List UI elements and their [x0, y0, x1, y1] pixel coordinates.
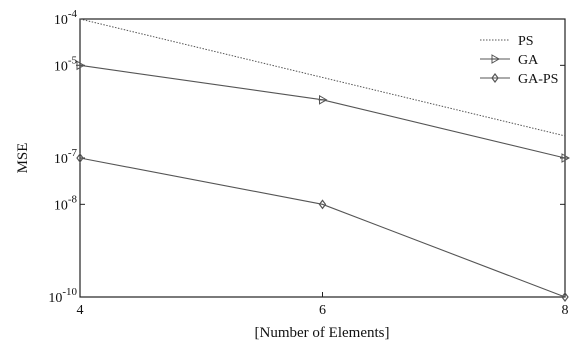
x-tick-label: 8: [562, 303, 569, 318]
x-tick-label: 6: [319, 303, 326, 318]
data-point-marker: [561, 292, 569, 302]
y-tick-label: 10-7: [54, 147, 78, 167]
y-tick-label: 10-5: [54, 54, 78, 74]
data-point-marker: [318, 199, 327, 210]
series-layer: [76, 18, 571, 302]
data-point-marker: [491, 73, 499, 83]
series-ga: [76, 60, 571, 163]
y-axis-label: MSE: [15, 143, 31, 174]
series-line: [79, 157, 566, 298]
y-tick-label: 10-8: [54, 193, 78, 213]
x-axis-label: [Number of Elements]: [255, 325, 390, 341]
y-tick-label: 10-4: [54, 8, 78, 28]
legend: PS GA GA-PS: [480, 34, 558, 87]
legend-item: GA-PS: [480, 72, 558, 87]
y-tick-label: 10-10: [48, 286, 77, 306]
x-tick-label: 4: [77, 303, 84, 318]
series-line: [79, 18, 566, 137]
x-axis-ticks: 4 6 8: [77, 292, 569, 318]
legend-item: GA: [480, 53, 539, 68]
legend-label: GA-PS: [518, 72, 558, 87]
legend-label: GA: [518, 53, 539, 68]
series-ps: [79, 18, 566, 137]
series-ga-ps: [76, 153, 569, 302]
legend-label: PS: [518, 34, 534, 49]
y-axis-ticks: 10-4 10-5 10-7 10-8 10-10: [48, 8, 565, 306]
data-point-marker: [76, 153, 84, 163]
legend-item: PS: [480, 34, 534, 49]
